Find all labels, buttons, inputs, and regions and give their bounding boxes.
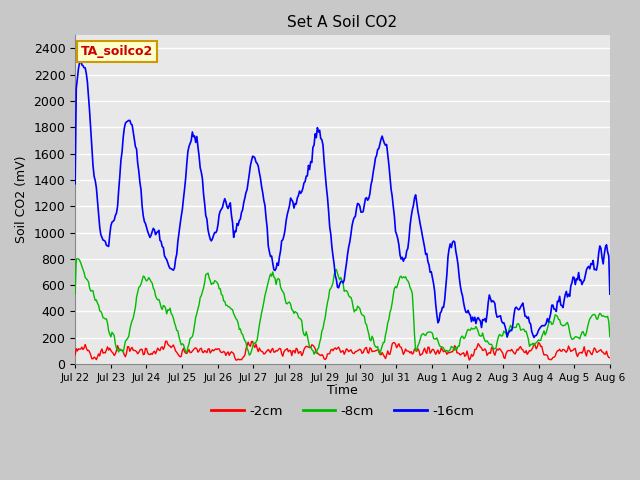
- Y-axis label: Soil CO2 (mV): Soil CO2 (mV): [15, 156, 28, 243]
- X-axis label: Time: Time: [327, 384, 358, 397]
- Legend: -2cm, -8cm, -16cm: -2cm, -8cm, -16cm: [205, 400, 479, 423]
- Title: Set A Soil CO2: Set A Soil CO2: [287, 15, 397, 30]
- Text: TA_soilco2: TA_soilco2: [81, 45, 153, 58]
